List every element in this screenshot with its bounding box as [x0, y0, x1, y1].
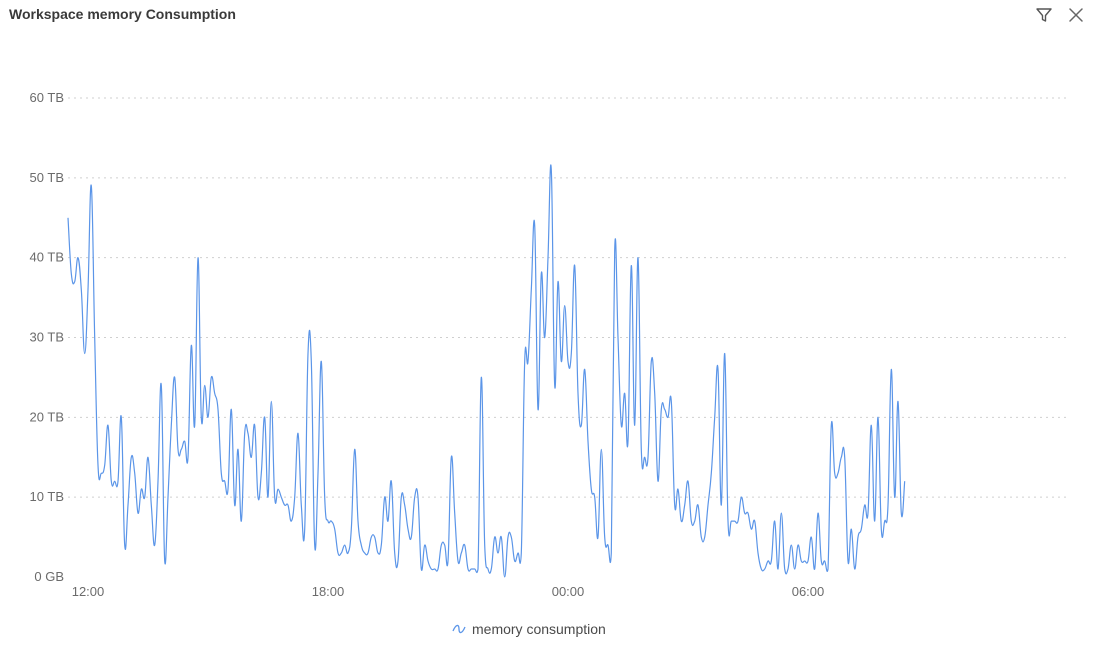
- x-tick-label: 06:00: [792, 584, 825, 599]
- y-tick-label: 30 TB: [30, 330, 64, 345]
- grid-lines: [68, 97, 1068, 498]
- y-tick-label: 60 TB: [30, 90, 64, 105]
- x-tick-label: 00:00: [552, 584, 585, 599]
- panel-header: Workspace memory Consumption: [0, 0, 1098, 34]
- y-tick-label: 40 TB: [30, 250, 64, 265]
- x-axis-ticks: 12:00 18:00 00:00 06:00: [72, 584, 825, 599]
- legend[interactable]: memory consumption: [452, 620, 606, 638]
- y-axis-ticks: 0 GB 10 TB 20 TB 30 TB 40 TB 50 TB 60 TB: [30, 90, 64, 584]
- filter-icon: [1036, 8, 1052, 22]
- panel-title: Workspace memory Consumption: [9, 6, 236, 22]
- y-tick-label: 50 TB: [30, 170, 64, 185]
- y-tick-label: 10 TB: [30, 489, 64, 504]
- filter-button[interactable]: [1034, 5, 1054, 25]
- line-series-icon: [452, 624, 466, 634]
- y-tick-label: 0 GB: [34, 569, 64, 584]
- x-tick-label: 18:00: [312, 584, 345, 599]
- close-icon: [1069, 8, 1083, 22]
- close-button[interactable]: [1066, 5, 1086, 25]
- x-tick-label: 12:00: [72, 584, 105, 599]
- legend-label: memory consumption: [472, 621, 606, 637]
- series-line-memory-consumption: [67, 164, 906, 578]
- y-tick-label: 20 TB: [30, 409, 64, 424]
